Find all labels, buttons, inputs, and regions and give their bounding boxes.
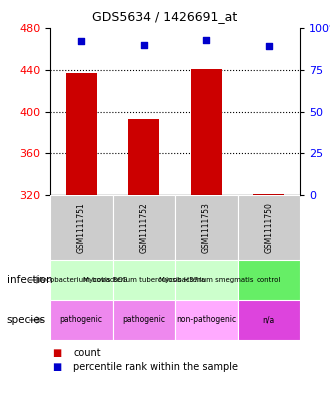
Text: control: control — [256, 277, 281, 283]
Bar — [50, 260, 113, 300]
Text: non-pathogenic: non-pathogenic — [176, 316, 236, 325]
Point — [79, 38, 84, 44]
Text: Mycobacterium tuberculosis H37ra: Mycobacterium tuberculosis H37ra — [82, 277, 205, 283]
Bar — [113, 260, 175, 300]
Text: pathogenic: pathogenic — [60, 316, 103, 325]
Text: ■: ■ — [52, 348, 61, 358]
Text: n/a: n/a — [263, 316, 275, 325]
Text: GSM1111750: GSM1111750 — [264, 202, 273, 253]
Point — [266, 43, 271, 50]
Bar — [253, 194, 284, 195]
Text: pathogenic: pathogenic — [122, 316, 165, 325]
Bar — [50, 300, 113, 340]
Text: ■: ■ — [52, 362, 61, 372]
Bar — [50, 195, 113, 260]
Text: GSM1111751: GSM1111751 — [77, 202, 86, 253]
Text: count: count — [73, 348, 101, 358]
Text: GSM1111752: GSM1111752 — [139, 202, 148, 253]
Text: percentile rank within the sample: percentile rank within the sample — [73, 362, 238, 372]
Point — [204, 37, 209, 43]
Bar — [238, 195, 300, 260]
Bar — [113, 300, 175, 340]
Text: species: species — [7, 315, 46, 325]
Bar — [191, 69, 222, 195]
Bar — [113, 195, 175, 260]
Text: GDS5634 / 1426691_at: GDS5634 / 1426691_at — [92, 10, 238, 23]
Bar — [128, 119, 159, 195]
Bar — [238, 260, 300, 300]
Bar — [175, 300, 238, 340]
Bar — [66, 73, 97, 195]
Text: Mycobacterium bovis BCG: Mycobacterium bovis BCG — [36, 277, 127, 283]
Bar — [238, 300, 300, 340]
Text: Mycobacterium smegmatis: Mycobacterium smegmatis — [159, 277, 253, 283]
Point — [141, 42, 147, 48]
Bar — [175, 195, 238, 260]
Text: GSM1111753: GSM1111753 — [202, 202, 211, 253]
Bar — [175, 260, 238, 300]
Text: infection: infection — [7, 275, 52, 285]
